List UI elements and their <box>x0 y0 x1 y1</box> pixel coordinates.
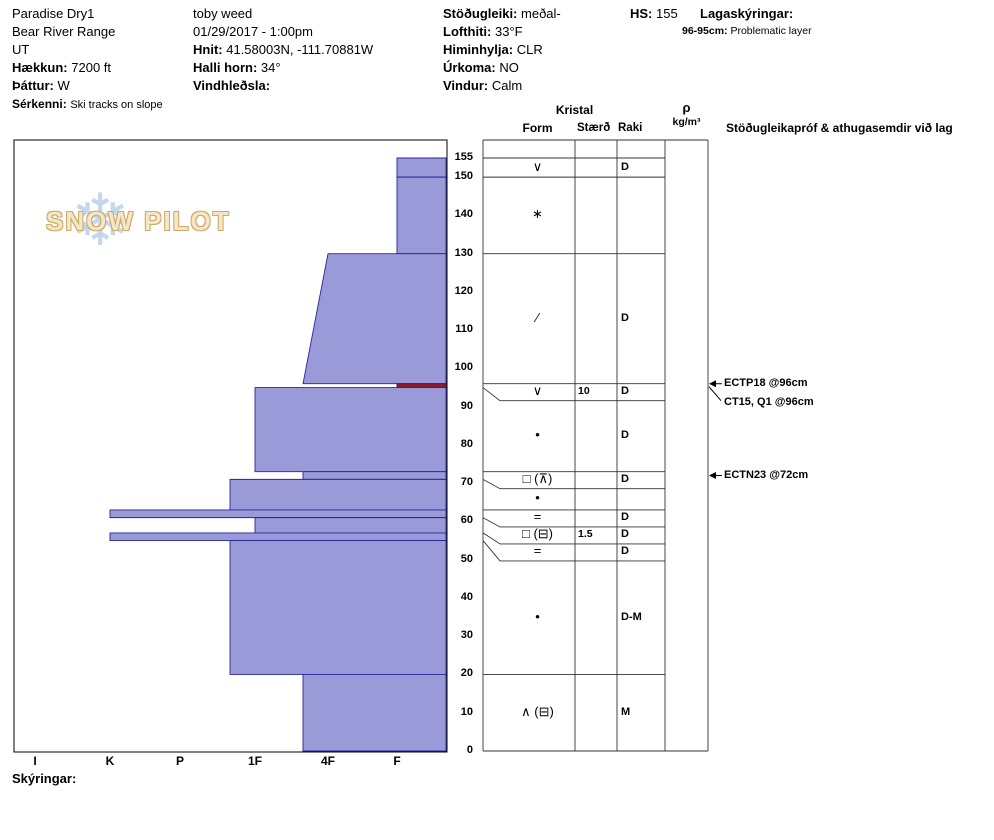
hs-label: HS: <box>630 6 653 21</box>
hardness-layer-bar <box>254 387 447 473</box>
coords-label: Hnit: <box>193 42 223 57</box>
hs-value: 155 <box>656 6 678 21</box>
wind-label: Vindur: <box>443 78 489 93</box>
footer-notes-label: Skýringar: <box>12 771 77 786</box>
hardness-layer-bar <box>396 157 447 178</box>
layer-note-depth: 96-95cm: <box>682 25 728 37</box>
site-notes-label: Sérkenni: <box>12 97 67 111</box>
snowflake-icon: ❄ <box>70 181 131 261</box>
test-arrow-head-icon <box>709 380 716 388</box>
aspect-label: Þáttur: <box>12 78 54 93</box>
layer-boundary-line <box>482 517 665 528</box>
site-notes-value: Ski tracks on slope <box>70 99 163 111</box>
hardness-layer-bar <box>302 674 447 752</box>
hardness-layer-bar <box>254 517 447 534</box>
aspect-value: W <box>57 78 70 93</box>
hardness-layer-bar <box>302 253 447 385</box>
hardness-layer-bar <box>109 509 447 519</box>
sky-value: CLR <box>516 42 543 57</box>
layer-note-text: Problematic layer <box>730 25 812 37</box>
snowpilot-logo-text: SNOW PILOT <box>46 206 231 236</box>
layer-boundary-line <box>482 478 665 490</box>
slope-angle-value: 34° <box>260 60 281 75</box>
layer-boundary-line <box>482 540 665 562</box>
slope-angle-label: Halli horn: <box>193 60 258 75</box>
hardness-layer-bar <box>229 540 447 675</box>
stability-label: Stöðugleiki: <box>443 6 518 21</box>
layer-notes-header: Lagaskýringar: <box>700 6 794 21</box>
layer-boundary-line <box>482 387 665 402</box>
stability-value: meðal- <box>521 6 561 21</box>
header-hs-block: HS: 155 <box>630 5 678 23</box>
layer-boundary-line <box>482 532 665 545</box>
precip-value: NO <box>499 60 519 75</box>
hardness-layer-bar <box>109 532 447 542</box>
precip-label: Úrkoma: <box>443 60 496 75</box>
layer-note-item: 96-95cm: Problematic layer <box>682 25 812 37</box>
header-conditions-block: Stöðugleiki: meðal- Lofthiti: 33°F Himin… <box>443 5 561 95</box>
header-location-block: Paradise Dry1 Bear River Range UT Hækkun… <box>12 5 163 114</box>
chart-border <box>13 139 448 753</box>
observation-datetime: 01/29/2017 - 1:00pm <box>193 24 313 39</box>
range-name: Bear River Range <box>12 24 116 39</box>
elevation-label: Hækkun: <box>12 60 68 75</box>
header-observer-block: toby weed 01/29/2017 - 1:00pm Hnit: 41.5… <box>193 5 373 95</box>
observer-name: toby weed <box>193 6 253 21</box>
state-name: UT <box>12 42 30 57</box>
problematic-layer-bar <box>396 383 447 388</box>
wind-value: Calm <box>491 78 523 93</box>
windloading-label: Vindhleðsla: <box>193 78 271 93</box>
test-leader-line <box>708 386 722 402</box>
airtemp-label: Lofthiti: <box>443 24 492 39</box>
hardness-layer-bar <box>229 478 447 511</box>
hardness-layer-bar <box>302 471 447 480</box>
coords-value: 41.58003N, -111.70881W <box>226 42 374 57</box>
elevation-value: 7200 ft <box>71 60 112 75</box>
sky-label: Himinhylja: <box>443 42 514 57</box>
airtemp-value: 33°F <box>495 24 523 39</box>
test-arrow-head-icon <box>709 472 716 480</box>
pit-name: Paradise Dry1 <box>12 6 95 21</box>
hardness-layer-bar <box>396 176 447 255</box>
